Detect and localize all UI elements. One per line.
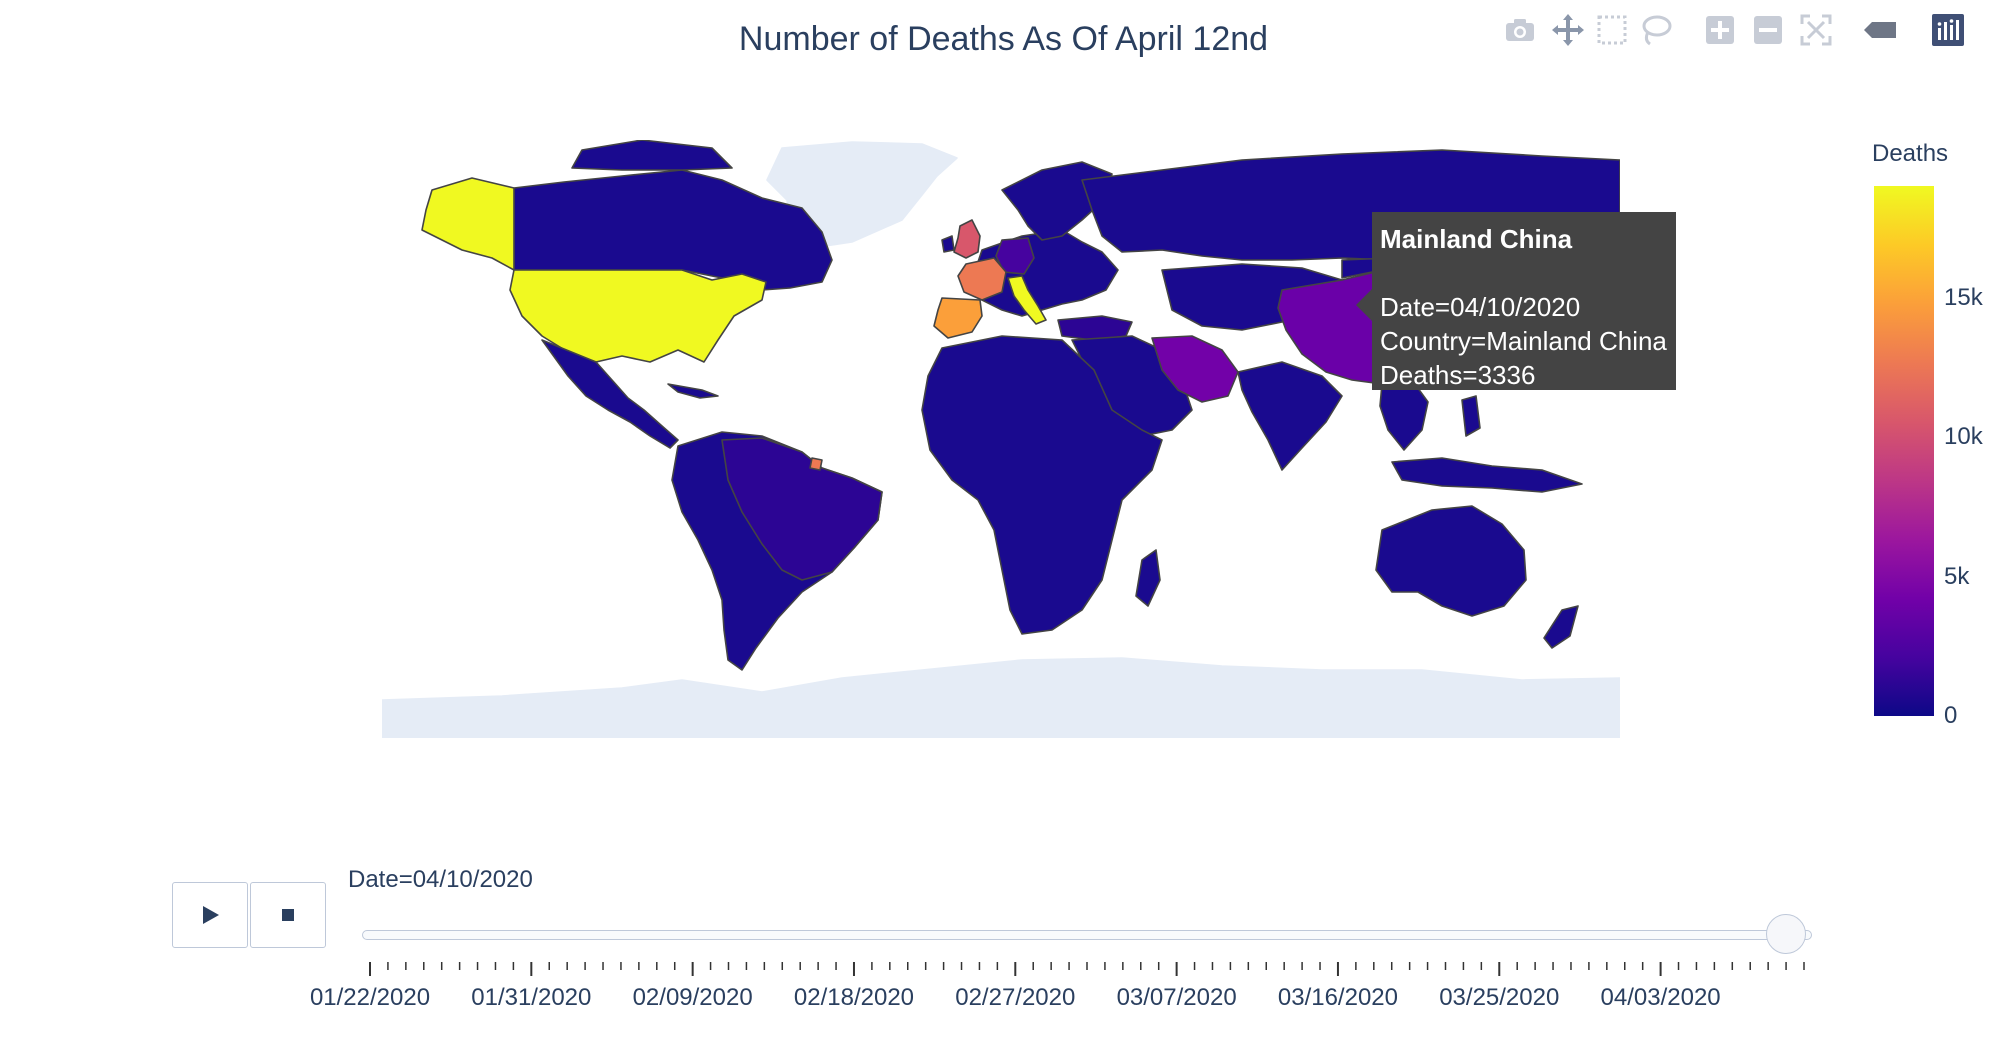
slider-tick-label[interactable]: 01/31/2020	[471, 984, 592, 1011]
colorbar-tick-label: 5k	[1944, 562, 1970, 590]
zoom-in-icon[interactable]	[1700, 10, 1740, 50]
slider-tick-label[interactable]: 02/18/2020	[793, 984, 915, 1011]
slider-tick-label[interactable]: 02/27/2020	[955, 984, 1076, 1011]
colorbar-gradient	[1874, 186, 1934, 716]
slider-tick-label[interactable]: 02/09/2020	[632, 984, 753, 1011]
colorbar-title: Deaths	[1872, 140, 1949, 167]
region-indonesia[interactable]	[1391, 457, 1583, 493]
region-germany[interactable]	[995, 237, 1035, 275]
tooltip-date: Date=04/10/2020	[1380, 292, 1581, 322]
region-united-kingdom[interactable]	[953, 219, 981, 259]
stop-button[interactable]	[250, 882, 326, 948]
region-france[interactable]	[957, 257, 1007, 301]
slider-ticks	[369, 962, 1805, 976]
colorbar-tick-label: 10k	[1944, 423, 1983, 451]
lasso-select-icon[interactable]	[1636, 10, 1676, 50]
region-french-guiana[interactable]	[809, 457, 823, 471]
region-philippines[interactable]	[1461, 395, 1481, 437]
camera-icon[interactable]	[1500, 10, 1540, 50]
region-canada-islands	[571, 140, 733, 171]
region-greenland[interactable]	[766, 141, 958, 249]
region-ireland[interactable]	[941, 235, 955, 253]
slider-tick-label[interactable]: 03/16/2020	[1277, 984, 1398, 1011]
box-select-icon[interactable]	[1592, 10, 1632, 50]
stop-icon	[282, 909, 294, 921]
colorbar-tick-label: 0	[1944, 702, 1958, 729]
slider-grip[interactable]	[1766, 914, 1807, 954]
region-madagascar[interactable]	[1135, 549, 1161, 607]
slider-rail[interactable]	[362, 930, 1812, 940]
slider-tick-label[interactable]: 01/22/2020	[309, 984, 431, 1011]
play-button[interactable]	[172, 882, 248, 948]
region-alaska[interactable]	[421, 177, 515, 271]
hover-tooltip: Mainland China Date=04/10/2020 Country=M…	[1372, 212, 1676, 390]
region-africa[interactable]	[921, 335, 1163, 635]
slider-tick-label[interactable]: 04/03/2020	[1600, 984, 1721, 1011]
toggle-hover-icon[interactable]	[1860, 10, 1900, 50]
region-iran[interactable]	[1151, 335, 1239, 403]
tooltip-deaths: Deaths=3336	[1380, 360, 1536, 390]
plotly-logo-icon[interactable]	[1928, 10, 1968, 50]
tooltip-country: Country=Mainland China	[1380, 326, 1667, 356]
slider-tick-label[interactable]: 03/25/2020	[1439, 984, 1560, 1011]
region-brazil[interactable]	[721, 437, 883, 581]
region-australia[interactable]	[1375, 505, 1527, 617]
region-mexico[interactable]	[541, 339, 679, 449]
region-india[interactable]	[1237, 361, 1343, 471]
region-new-zealand[interactable]	[1543, 605, 1579, 649]
slider-current-value: Date=04/10/2020	[348, 866, 533, 893]
chart-title: Number of Deaths As Of April 12nd	[738, 20, 1269, 58]
play-icon	[203, 906, 219, 924]
region-caribbean	[667, 383, 719, 399]
pan-icon[interactable]	[1548, 10, 1588, 50]
slider-tick-label[interactable]: 03/07/2020	[1116, 984, 1237, 1011]
region-spain[interactable]	[933, 297, 983, 339]
region-italy[interactable]	[1007, 275, 1047, 325]
colorbar-tick-label: 15k	[1944, 283, 1983, 311]
zoom-out-icon[interactable]	[1748, 10, 1788, 50]
region-antarctica	[382, 657, 1620, 738]
choropleth-map[interactable]	[382, 140, 1620, 738]
tooltip-arrow	[1356, 289, 1372, 321]
region-united-states[interactable]	[509, 269, 767, 363]
reset-view-icon[interactable]	[1796, 10, 1836, 50]
tooltip-title: Mainland China	[1380, 224, 1573, 254]
